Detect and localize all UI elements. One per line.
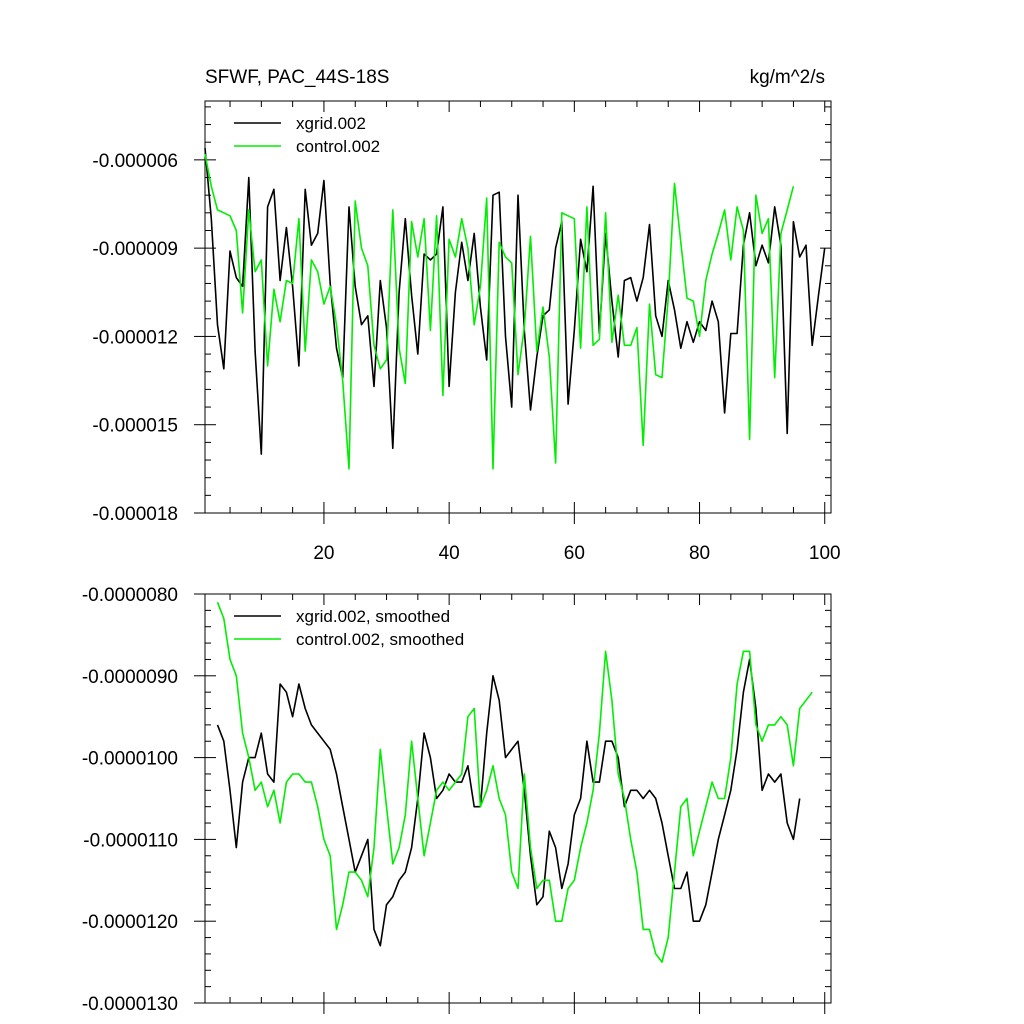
y-tick-label: -0.000012 <box>92 327 178 348</box>
y-tick-label: -0.000006 <box>92 151 178 172</box>
series-line-xgrid <box>204 148 826 455</box>
y-tick-label: -0.000015 <box>92 416 178 437</box>
legend-label: control.002, smoothed <box>296 630 464 649</box>
y-tick-label: -0.0000120 <box>82 912 178 933</box>
bottom-chart: -0.0000080 -0.0000090 -0.0000100 -0.0000110… <box>82 585 832 1015</box>
units-label: kg/m^2/s <box>750 67 825 88</box>
top-chart: SFWF, PAC_44S-18S kg/m^2/s 20 40 60 80 100 -0… <box>92 67 840 564</box>
legend-label: xgrid.002, smoothed <box>296 607 450 626</box>
chart-title: SFWF, PAC_44S-18S <box>205 67 389 88</box>
y-tick-label: -0.0000090 <box>82 667 178 688</box>
y-tick-label: -0.000018 <box>92 504 178 525</box>
y-tick-label: -0.0000130 <box>82 994 178 1015</box>
y-tick-label: -0.000009 <box>92 239 178 260</box>
series-line-control <box>216 601 813 963</box>
plot-frame <box>204 100 832 514</box>
legend-label: control.002 <box>296 137 380 156</box>
series-line-control <box>204 153 795 470</box>
legend-label: xgrid.002 <box>296 114 366 133</box>
x-tick-label: 20 <box>313 543 334 564</box>
x-tick-label: 60 <box>564 543 585 564</box>
series-line-xgrid <box>216 658 801 947</box>
plot-frame <box>204 593 832 1004</box>
x-tick-label: 100 <box>809 543 841 564</box>
x-tick-label: 40 <box>439 543 460 564</box>
x-tick-label: 80 <box>689 543 710 564</box>
y-tick-label: -0.0000110 <box>83 830 178 851</box>
y-tick-label: -0.0000080 <box>82 585 178 606</box>
y-tick-label: -0.0000100 <box>82 749 178 770</box>
